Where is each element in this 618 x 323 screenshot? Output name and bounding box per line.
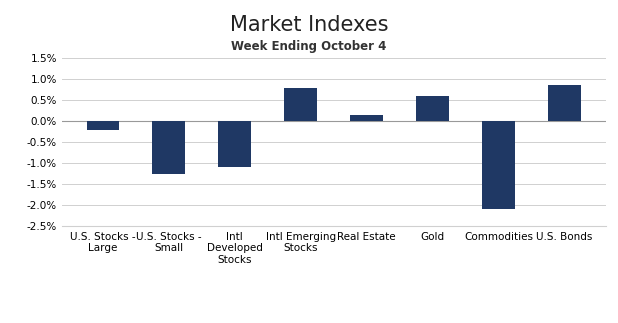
Text: Week Ending October 4: Week Ending October 4 [231, 40, 387, 53]
Bar [153, 121, 185, 174]
Bar [284, 88, 317, 121]
Bar [548, 85, 581, 121]
Bar [416, 96, 449, 121]
Bar [350, 115, 383, 121]
Text: Market Indexes: Market Indexes [230, 15, 388, 35]
Bar [87, 121, 119, 130]
Bar [482, 121, 515, 209]
Bar [218, 121, 252, 167]
